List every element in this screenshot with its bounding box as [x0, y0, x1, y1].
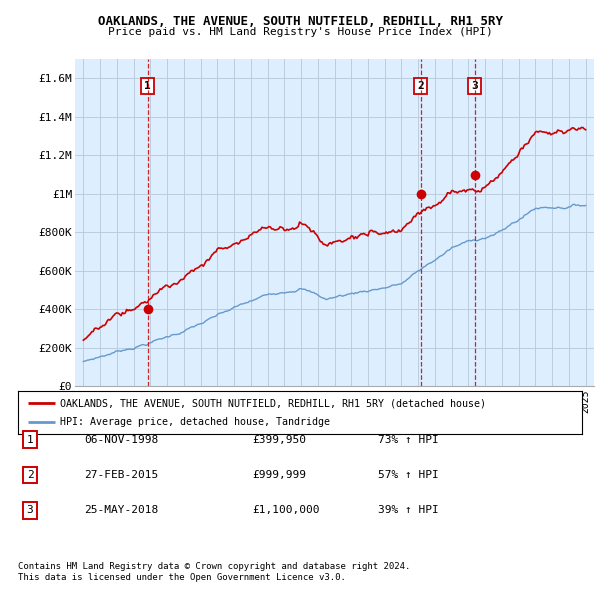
Text: 39% ↑ HPI: 39% ↑ HPI	[378, 506, 439, 515]
Text: OAKLANDS, THE AVENUE, SOUTH NUTFIELD, REDHILL, RH1 5RY: OAKLANDS, THE AVENUE, SOUTH NUTFIELD, RE…	[97, 15, 503, 28]
Text: £1,100,000: £1,100,000	[252, 506, 320, 515]
Text: This data is licensed under the Open Government Licence v3.0.: This data is licensed under the Open Gov…	[18, 573, 346, 582]
Text: OAKLANDS, THE AVENUE, SOUTH NUTFIELD, REDHILL, RH1 5RY (detached house): OAKLANDS, THE AVENUE, SOUTH NUTFIELD, RE…	[60, 398, 487, 408]
Text: 1: 1	[26, 435, 34, 444]
Text: 2: 2	[26, 470, 34, 480]
Text: Contains HM Land Registry data © Crown copyright and database right 2024.: Contains HM Land Registry data © Crown c…	[18, 562, 410, 571]
Text: 3: 3	[26, 506, 34, 515]
Text: HPI: Average price, detached house, Tandridge: HPI: Average price, detached house, Tand…	[60, 417, 331, 427]
Text: 06-NOV-1998: 06-NOV-1998	[84, 435, 158, 444]
Text: Price paid vs. HM Land Registry's House Price Index (HPI): Price paid vs. HM Land Registry's House …	[107, 27, 493, 37]
Text: 27-FEB-2015: 27-FEB-2015	[84, 470, 158, 480]
Text: 3: 3	[472, 81, 478, 91]
Text: 25-MAY-2018: 25-MAY-2018	[84, 506, 158, 515]
Text: 2: 2	[418, 81, 424, 91]
Text: 73% ↑ HPI: 73% ↑ HPI	[378, 435, 439, 444]
Text: £999,999: £999,999	[252, 470, 306, 480]
Text: 57% ↑ HPI: 57% ↑ HPI	[378, 470, 439, 480]
Text: 1: 1	[145, 81, 151, 91]
Text: £399,950: £399,950	[252, 435, 306, 444]
